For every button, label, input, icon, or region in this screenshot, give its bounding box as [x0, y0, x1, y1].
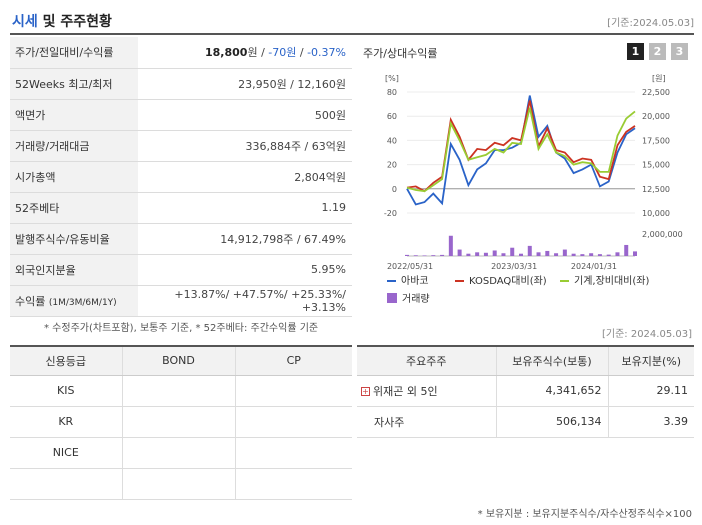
right-tick-label: 10,000 — [642, 209, 670, 218]
chart-tab-2[interactable]: 2 — [649, 43, 666, 60]
chart-tab-3[interactable]: 3 — [671, 43, 688, 60]
table-row: 52Weeks 최고/최저 23,950원 / 12,160원 — [10, 68, 352, 100]
left-tick-label: 60 — [387, 112, 397, 121]
left-tick-label: -20 — [384, 209, 397, 218]
x-tick-label: 2022/05/31 — [387, 262, 433, 271]
volume-bar — [440, 254, 445, 256]
credit-grade-table: 신용등급 BOND CP KIS KR NICE — [10, 345, 352, 500]
volume-bar — [448, 235, 453, 256]
table-row: + 위재곤 외 5인 4,341,652 29.11 — [357, 375, 694, 407]
table-row — [10, 468, 352, 500]
table-row: 52주베타 1.19 — [10, 192, 352, 224]
table-row: KIS — [10, 375, 352, 407]
price-rate: -0.37% — [307, 46, 346, 60]
volume-bar — [633, 251, 637, 256]
table-row: 수익률 (1M/3M/6M/1Y) +13.87%/ +47.57%/ +25.… — [10, 285, 352, 317]
table-row: NICE — [10, 437, 352, 469]
price-change: -70원 — [268, 46, 297, 60]
table-row: 시가총액 2,804억원 — [10, 161, 352, 193]
right-tick-label: 15,000 — [642, 161, 670, 170]
return-values: +13.87%/ +47.57%/ +25.33%/ +3.13% — [138, 285, 352, 317]
volume-bar — [545, 250, 550, 256]
right-tick-label: 22,500 — [642, 88, 670, 97]
volume-bar — [527, 245, 532, 256]
volume-bar — [413, 255, 418, 256]
chart-title: 주가/상대수익률 — [363, 47, 438, 60]
right-tick-label: 17,500 — [642, 136, 670, 145]
volume-bar — [562, 249, 567, 256]
section-title: 시세 및 주주현황 — [12, 14, 112, 30]
right-axis-unit: [원] — [652, 74, 666, 83]
x-tick-label: 2024/01/31 — [571, 262, 617, 271]
volume-bar — [431, 255, 436, 256]
col-header: 주요주주 — [357, 345, 497, 376]
table-row: 주가/전일대비/수익률 18,800원 / -70원 / -0.37% — [10, 37, 352, 69]
left-tick-label: 40 — [387, 136, 397, 145]
holder-name: 위재곤 외 5인 — [373, 384, 438, 398]
major-holders-table: 주요주주 보유주식수(보통) 보유지분(%) + 위재곤 외 5인 4,341,6… — [357, 345, 694, 468]
volume-bar — [615, 252, 620, 256]
volume-bar — [519, 253, 523, 256]
price-value: 18,800원 / -70원 / -0.37% — [138, 37, 352, 69]
volume-bar — [405, 254, 409, 256]
right-tick-label: 12,500 — [642, 185, 670, 194]
col-header: 보유주식수(보통) — [496, 345, 609, 376]
table-row: 발행주식수/유동비율 14,912,798주 / 67.49% — [10, 223, 352, 255]
basis-date: [기준:2024.05.03] — [607, 18, 694, 29]
left-tick-label: 0 — [392, 185, 397, 194]
row-label: 주가/전일대비/수익률 — [10, 37, 138, 69]
series-line-1 — [406, 100, 636, 193]
left-tick-label: 20 — [387, 161, 397, 170]
relative-return-chart: [%] [원] 80 60 40 20 0 -20 22,500 20,000 17,500 15,0… — [384, 74, 683, 305]
holder-name: 자사주 — [374, 415, 405, 429]
table-row: 외국인지분율 5.95% — [10, 254, 352, 286]
volume-bar — [466, 253, 471, 256]
table-row: 자사주 506,134 3.39 — [357, 406, 694, 438]
table-row: 거래량/거래대금 336,884주 / 63억원 — [10, 130, 352, 162]
volume-bar — [501, 253, 506, 256]
legend-label: 거래량 — [402, 293, 430, 305]
volume-bar — [580, 254, 585, 256]
legend-swatch — [387, 293, 397, 303]
right-tick-label: 20,000 — [642, 112, 670, 121]
quote-table: 주가/전일대비/수익률 18,800원 / -70원 / -0.37% 52We… — [10, 37, 352, 317]
volume-bar — [571, 253, 576, 256]
x-tick-label: 2023/03/31 — [491, 262, 537, 271]
volume-bar — [422, 255, 427, 256]
volume-bar — [483, 252, 488, 256]
table-row: 액면가 500원 — [10, 99, 352, 131]
table-row: KR — [10, 406, 352, 438]
volume-bar — [597, 254, 602, 256]
volume-bar — [536, 252, 541, 256]
volume-bar — [457, 249, 462, 256]
chart-tab-1[interactable]: 1 — [627, 43, 644, 60]
legend-label: 기계,장비대비(좌) — [574, 275, 649, 287]
volume-bar — [475, 252, 480, 256]
header-divider — [10, 33, 694, 35]
left-tick-label: 80 — [387, 88, 397, 97]
volume-bar — [624, 244, 629, 256]
left-axis-unit: [%] — [385, 74, 399, 83]
volume-bar — [606, 254, 611, 256]
expand-icon[interactable]: + — [361, 387, 370, 396]
basis-date-mid: [기준: 2024.05.03] — [601, 329, 692, 340]
holders-note: * 보유지분 : 보유지분주식수/자수산정주식수×100 — [477, 509, 692, 520]
series-line-2 — [406, 107, 636, 193]
section-header: 시세 및 주주현황 [기준:2024.05.03] — [10, 8, 694, 32]
volume-bar — [492, 250, 497, 256]
volume-bar — [589, 253, 594, 256]
series-line-0 — [406, 95, 636, 206]
col-header: CP — [235, 345, 352, 376]
col-header: BOND — [122, 345, 236, 376]
col-header: 신용등급 — [10, 345, 123, 376]
quote-note: * 수정주가(차트포함), 보통주 기준, * 52주베타: 주간수익률 기준 — [44, 323, 319, 334]
legend-label: 아바코 — [401, 275, 429, 287]
volume-bar — [510, 247, 515, 256]
volume-bar — [554, 253, 559, 256]
volume-tick-label: 2,000,000 — [642, 230, 683, 239]
col-header: 보유지분(%) — [608, 345, 694, 376]
legend-label: KOSDAQ대비(좌) — [469, 275, 547, 287]
